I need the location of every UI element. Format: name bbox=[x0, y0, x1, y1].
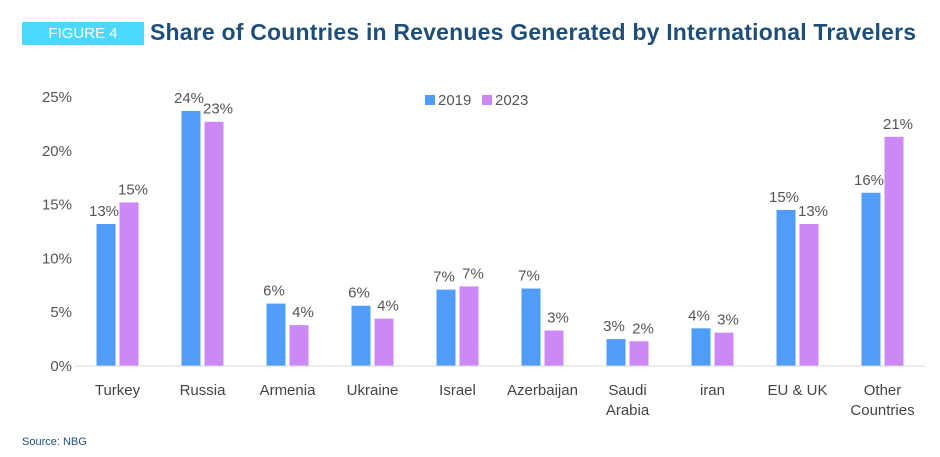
y-tick-label: 25% bbox=[42, 89, 72, 106]
legend-label: 2023 bbox=[495, 92, 528, 109]
x-tick-label: Saudi bbox=[608, 382, 646, 399]
bar-2019 bbox=[351, 305, 371, 366]
legend-swatch-2019 bbox=[425, 95, 435, 105]
bar-2019 bbox=[606, 339, 626, 366]
legend-label: 2019 bbox=[438, 92, 471, 109]
data-label: 6% bbox=[263, 283, 285, 300]
data-label: 7% bbox=[433, 269, 455, 286]
data-label: 2% bbox=[632, 320, 654, 337]
data-label: 13% bbox=[89, 203, 119, 220]
bar-2023 bbox=[629, 341, 649, 366]
x-tick-label: Azerbaijan bbox=[507, 382, 578, 399]
chart-title: Share of Countries in Revenues Generated… bbox=[150, 19, 917, 45]
data-label: 23% bbox=[203, 101, 233, 118]
bar-2019 bbox=[181, 110, 201, 366]
x-tick-label: Other bbox=[864, 382, 902, 399]
x-tick-label: Ukraine bbox=[347, 382, 399, 399]
bar-2019 bbox=[436, 289, 456, 366]
x-tick-label: Russia bbox=[180, 382, 227, 399]
data-label: 21% bbox=[883, 116, 913, 133]
bar-2023 bbox=[714, 332, 734, 366]
y-tick-label: 15% bbox=[42, 197, 72, 214]
bar-2023 bbox=[119, 202, 139, 366]
figure-label: FIGURE 4 bbox=[22, 22, 144, 45]
x-tick-label: iran bbox=[700, 382, 725, 399]
data-label: 7% bbox=[462, 265, 484, 282]
data-label: 15% bbox=[769, 189, 799, 206]
data-label: 3% bbox=[717, 312, 739, 329]
bar-2019 bbox=[96, 223, 116, 366]
bar-2023 bbox=[884, 136, 904, 366]
data-label: 3% bbox=[603, 318, 625, 335]
bar-2019 bbox=[861, 192, 881, 366]
data-label: 3% bbox=[547, 309, 569, 326]
data-label: 6% bbox=[348, 285, 370, 302]
bar-2023 bbox=[544, 330, 564, 366]
data-label: 15% bbox=[118, 181, 148, 198]
bar-2023 bbox=[459, 286, 479, 366]
data-label: 16% bbox=[854, 172, 884, 189]
legend-swatch-2023 bbox=[482, 95, 492, 105]
x-tick-label: EU & UK bbox=[767, 382, 827, 399]
data-label: 4% bbox=[688, 307, 710, 324]
x-tick-label: Arabia bbox=[606, 402, 650, 419]
data-label: 4% bbox=[377, 298, 399, 315]
y-tick-label: 5% bbox=[50, 304, 72, 321]
data-label: 4% bbox=[292, 304, 314, 321]
x-tick-label: Turkey bbox=[95, 382, 141, 399]
bar-2019 bbox=[521, 288, 541, 366]
x-tick-label: Countries bbox=[850, 402, 914, 419]
bar-2023 bbox=[374, 318, 394, 366]
bar-2023 bbox=[289, 325, 309, 366]
x-tick-label: Armenia bbox=[260, 382, 317, 399]
y-tick-label: 10% bbox=[42, 250, 72, 267]
data-label: 7% bbox=[518, 268, 540, 285]
data-label: 13% bbox=[798, 203, 828, 220]
y-tick-label: 0% bbox=[50, 358, 72, 375]
bar-2019 bbox=[691, 328, 711, 366]
bar-2019 bbox=[776, 209, 796, 366]
x-tick-label: Israel bbox=[439, 382, 476, 399]
bar-2023 bbox=[204, 121, 224, 366]
bar-2023 bbox=[799, 223, 819, 366]
y-tick-label: 20% bbox=[42, 143, 72, 160]
bar-2019 bbox=[266, 303, 286, 366]
data-label: 24% bbox=[174, 90, 204, 107]
source-note: Source: NBG bbox=[22, 436, 87, 448]
